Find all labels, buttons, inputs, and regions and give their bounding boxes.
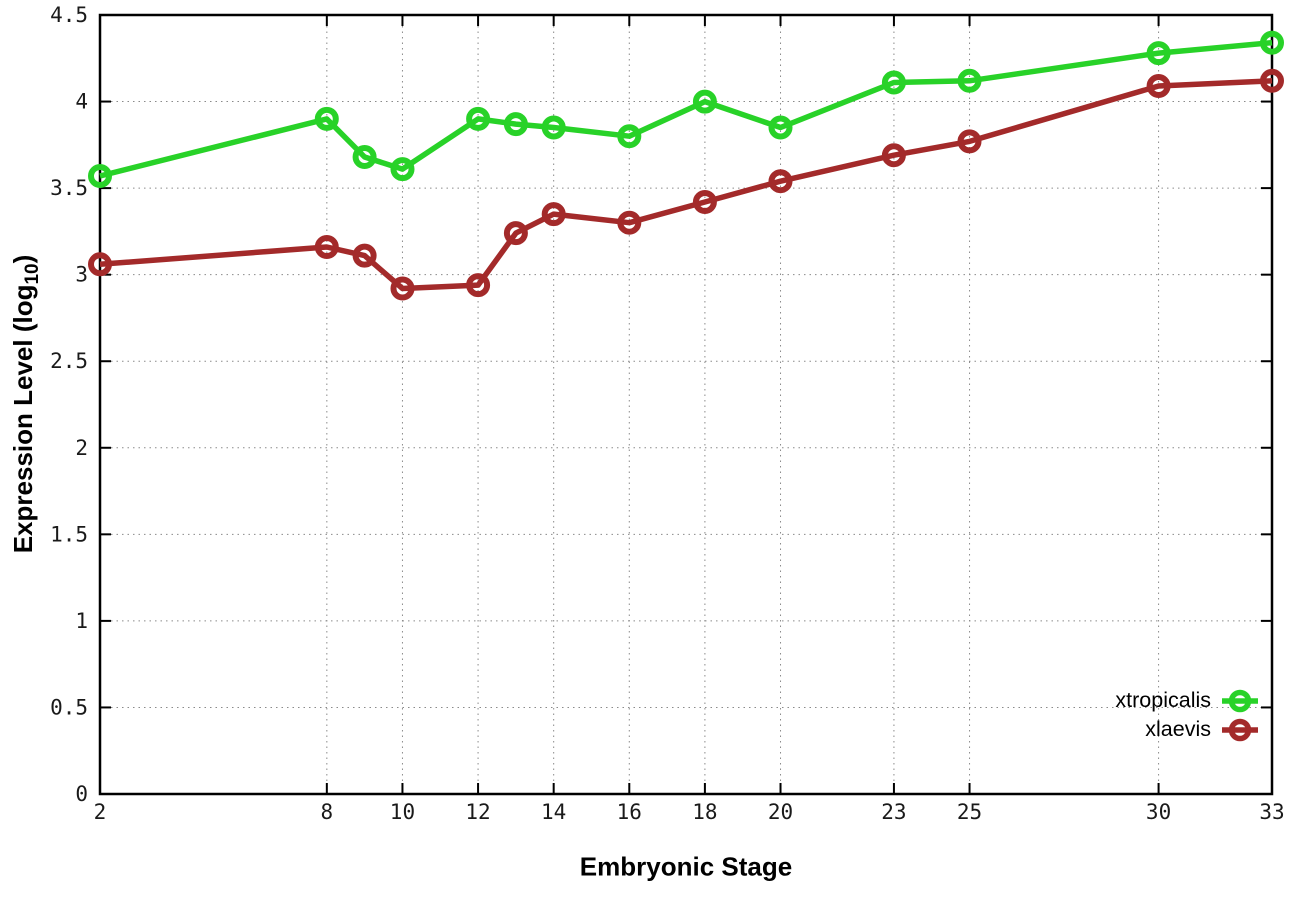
x-axis-title: Embryonic Stage: [579, 851, 793, 882]
data-point-xlaevis: [88, 252, 112, 277]
data-point-xtropicalis: [1260, 30, 1284, 55]
data-point-xlaevis: [503, 221, 528, 246]
legend: xtropicalis xlaevis: [1115, 686, 1260, 744]
data-point-xlaevis: [1260, 68, 1284, 93]
y-tick-label: 0: [75, 782, 88, 806]
data-point-xtropicalis: [692, 89, 717, 114]
data-point-xlaevis: [881, 143, 906, 168]
x-tick-label: 25: [957, 800, 982, 824]
x-tick-label: 33: [1259, 800, 1284, 824]
y-axis-title-subscript: 10: [22, 263, 44, 285]
y-tick-label: 1: [75, 609, 88, 633]
x-tick-label: 16: [617, 800, 642, 824]
x-tick-label: 2: [94, 800, 107, 824]
data-point-xlaevis: [352, 243, 377, 268]
data-point-xtropicalis: [957, 68, 982, 93]
legend-marker-xtropicalis-icon: [1222, 689, 1258, 712]
x-tick-label: 23: [881, 800, 906, 824]
data-point-xtropicalis: [390, 157, 415, 182]
data-point-xlaevis: [957, 129, 982, 154]
plot-border: [98, 13, 1274, 796]
x-tick-label: 12: [465, 800, 490, 824]
data-point-xtropicalis: [314, 106, 339, 131]
data-point-xtropicalis: [352, 145, 377, 169]
data-point-xlaevis: [617, 210, 642, 235]
y-axis-title-prefix: Expression Level (log: [7, 284, 38, 554]
x-tick-label: 14: [541, 800, 566, 824]
x-tick-label: 10: [390, 800, 415, 824]
y-axis-title-suffix: ): [7, 254, 38, 264]
data-point-xtropicalis: [503, 112, 528, 137]
data-point-xlaevis: [768, 169, 793, 194]
x-tick-label: 8: [321, 800, 334, 824]
legend-label-xtropicalis: xtropicalis: [1115, 688, 1211, 712]
data-point-xtropicalis: [88, 164, 112, 188]
y-tick-label: 3: [75, 263, 88, 287]
legend-label-xlaevis: xlaevis: [1145, 717, 1211, 741]
y-tick-label: 1.5: [50, 522, 88, 546]
data-point-xtropicalis: [1146, 41, 1171, 66]
data-point-xlaevis: [1146, 74, 1171, 98]
legend-entry-xtropicalis: xtropicalis: [1115, 686, 1260, 715]
data-point-xtropicalis: [881, 70, 906, 95]
x-tick-label: 18: [692, 800, 717, 824]
y-tick-label: 4: [75, 90, 88, 114]
data-point-xlaevis: [692, 190, 717, 214]
data-point-xlaevis: [390, 276, 415, 301]
data-point-xtropicalis: [541, 115, 566, 140]
data-point-xtropicalis: [466, 106, 491, 131]
data-point-xlaevis: [466, 273, 491, 298]
y-tick-label: 2: [75, 436, 88, 460]
data-point-xlaevis: [541, 202, 566, 227]
legend-entry-xlaevis: xlaevis: [1115, 715, 1260, 744]
x-tick-label: 30: [1146, 800, 1171, 824]
x-tick-label: 20: [768, 800, 793, 824]
y-tick-label: 2.5: [50, 349, 88, 373]
legend-marker-xlaevis-icon: [1222, 718, 1258, 741]
y-axis-title: Expression Level (log10): [8, 255, 44, 554]
y-tick-label: 4.5: [50, 3, 88, 27]
data-point-xlaevis: [314, 235, 339, 259]
y-tick-label: 0.5: [50, 695, 88, 719]
data-point-xtropicalis: [617, 124, 642, 149]
series-line-xtropicalis: [99, 39, 1273, 179]
y-tick-label: 3.5: [50, 176, 88, 200]
data-point-xtropicalis: [768, 115, 793, 140]
